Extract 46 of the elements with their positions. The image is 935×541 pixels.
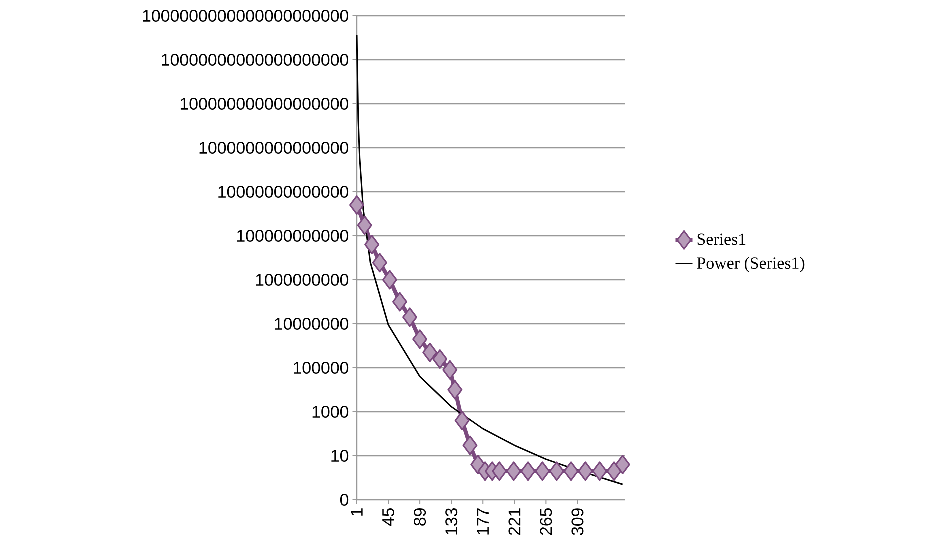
point [592,462,608,482]
x-tick-label: 265 [540,508,552,536]
y-tick-label: 1000000000000000000000 [143,10,349,22]
point [454,411,470,431]
point [549,462,564,482]
point [442,360,458,380]
point [615,455,630,475]
y-tick-label: 1000000000000000 [200,142,349,154]
x-tick-label: 45 [382,508,394,526]
y-tick-label: 100000000000000000 [180,98,349,110]
point [448,380,463,400]
point [372,253,388,273]
point [364,235,380,255]
point [392,292,408,312]
x-tick-label: 177 [477,508,489,535]
point [606,462,622,482]
point [432,349,448,369]
x-tick-label: 221 [508,508,521,536]
x-tick-label: 133 [446,508,458,535]
point [578,462,594,482]
y-tick-label: 10000000000000000000 [162,54,349,66]
point [350,195,365,215]
point [422,342,438,362]
y-tick-label: 100000000000 [237,230,349,242]
point [412,330,428,350]
y-tick-label: 100000 [294,362,349,374]
point [564,462,579,482]
point [492,462,508,482]
point [357,216,372,236]
y-tick-label: 0 [340,494,349,506]
x-tick-label: 1 [351,508,363,516]
point [402,308,418,328]
legend-label: Series1 [698,234,746,246]
legend-label: Power (Series1) [697,257,805,273]
point [520,462,536,482]
y-tick-label: 10000000 [275,318,349,330]
y-tick-label: 10000000000000 [218,186,349,198]
point [535,462,550,482]
x-tick-label: 89 [414,508,426,526]
y-tick-label: 10 [332,450,349,462]
x-tick-label: 309 [572,508,584,536]
y-tick-label: 1000000000 [256,274,349,286]
point [462,436,478,456]
point [382,270,398,290]
point [506,462,522,482]
y-tick-label: 1000 [312,406,349,418]
